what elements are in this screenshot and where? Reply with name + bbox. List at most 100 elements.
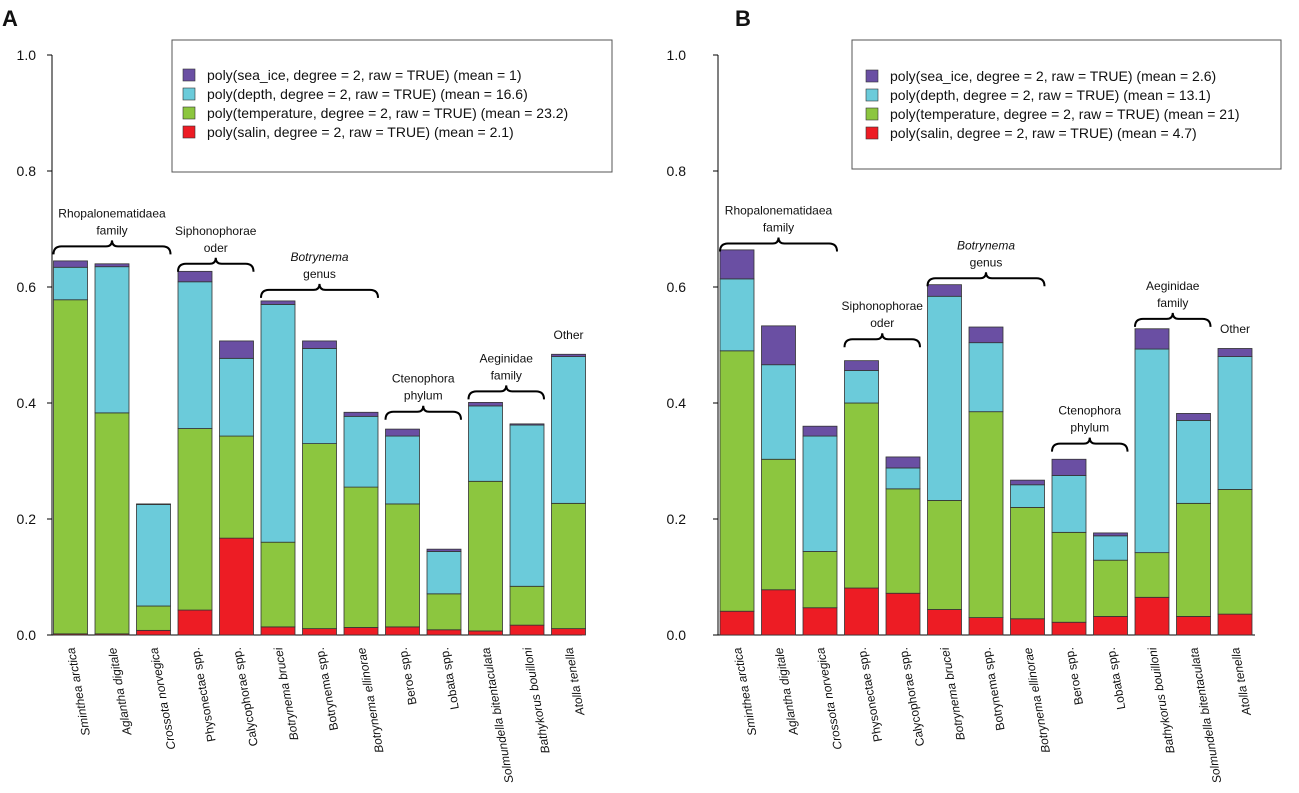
group-brace	[719, 237, 838, 252]
group-label: genus	[970, 255, 1003, 269]
legend-swatch-temperature	[865, 107, 879, 121]
bar-segment-temperature	[53, 299, 88, 635]
y-tick-label: 1.0	[667, 47, 687, 63]
category-label: Sminthea arctica	[730, 646, 759, 737]
bar-segment-depth	[968, 342, 1004, 413]
chart-panel-a: A 0.0 0.2 0.4 0.6 0.8 1.0 Sminthea arctica Aglan…	[2, 6, 613, 784]
category-label: Aglantha digitale	[105, 646, 134, 737]
group-brace	[177, 257, 255, 272]
bar-segment-depth	[802, 435, 838, 552]
bar-segment-temperature	[302, 443, 337, 630]
category-label: Solmundella bitentaculata	[479, 646, 517, 784]
bar-segment-depth	[719, 278, 755, 352]
bar-segment-sea-ice	[968, 326, 1004, 344]
group-label: Siphonophorae	[842, 299, 924, 313]
bar-segment-sea-ice	[343, 411, 379, 417]
category-label: Lobata spp.	[437, 646, 462, 710]
bar-segment-sea-ice	[844, 360, 879, 371]
bar-segment-temperature	[927, 500, 962, 610]
bar-segment-temperature	[1051, 531, 1087, 623]
group-label: oder	[204, 241, 228, 255]
bar-segment-salin	[927, 609, 962, 636]
bar-segment-temperature	[509, 585, 545, 626]
legend-swatch-depth	[865, 88, 879, 102]
bar-segment-sea-ice	[94, 263, 130, 268]
group-label: oder	[870, 316, 894, 330]
bar-segment-sea-ice	[1217, 348, 1253, 358]
legend-entry: poly(depth, degree = 2, raw = TRUE) (mea…	[207, 86, 528, 102]
bar-segment-sea-ice	[1093, 532, 1128, 537]
group-brace	[260, 283, 379, 298]
bar-segment-salin	[1051, 621, 1087, 636]
bar-segment-salin	[1093, 616, 1128, 636]
legend-entry: poly(sea_ice, degree = 2, raw = TRUE) (m…	[207, 67, 522, 83]
group-brace	[467, 385, 545, 400]
category-label: Atolla tenella	[1228, 646, 1254, 717]
group-label: family	[1157, 296, 1188, 310]
bar-segment-depth	[761, 364, 796, 460]
bar-segment-temperature	[551, 502, 586, 630]
group-label: Ctenophora	[1058, 404, 1121, 418]
group-label: phylum	[1070, 421, 1109, 435]
bar-segment-temperature	[177, 428, 213, 611]
group-label: Botrynema	[957, 238, 1015, 252]
group-label: family	[96, 223, 127, 237]
category-label: Lobata spp.	[1104, 646, 1129, 710]
bar-segment-salin	[177, 609, 213, 636]
group-label: Aeginidae	[480, 351, 534, 365]
y-tick-label: 0.4	[17, 395, 37, 411]
category-label: Beroe spp.	[1062, 646, 1086, 706]
group-label: family	[763, 221, 794, 235]
legend-entry: poly(temperature, degree = 2, raw = TRUE…	[890, 106, 1240, 122]
bar-segment-sea-ice	[53, 260, 88, 268]
bar-segment-salin	[1134, 596, 1170, 636]
bar-segment-salin	[136, 629, 171, 636]
y-tick-label: 0.4	[667, 395, 687, 411]
y-tick-label: 0.2	[667, 511, 687, 527]
bar-segment-depth	[177, 281, 213, 429]
y-tick-label: 0.2	[17, 511, 37, 527]
bar-segment-depth	[551, 356, 586, 504]
group-label: Ctenophora	[392, 372, 455, 386]
y-tick-label: 0.6	[667, 279, 687, 295]
bar-segment-sea-ice	[719, 249, 755, 280]
bar-segment-sea-ice	[885, 456, 921, 469]
legend-box	[171, 39, 613, 173]
bar-segment-temperature	[468, 480, 503, 632]
category-label: Calycophorae spp.	[896, 646, 927, 747]
bar-segment-sea-ice	[1134, 328, 1170, 350]
category-label: Crossota norvegica	[147, 646, 179, 751]
legend-swatch-sea-ice	[865, 69, 879, 83]
bar-segment-salin	[551, 628, 586, 636]
legend-entry: poly(salin, degree = 2, raw = TRUE) (mea…	[207, 124, 514, 140]
bar-segment-salin	[468, 630, 503, 636]
bar-segment-sea-ice	[260, 300, 296, 305]
bar-segment-salin	[1010, 618, 1045, 636]
bar-segment-salin	[219, 537, 254, 636]
bar-segment-salin	[426, 629, 462, 636]
category-label: Sminthea arctica	[64, 646, 93, 737]
legend-swatch-salin	[865, 126, 879, 140]
group-label: genus	[303, 267, 336, 281]
bar-segment-depth	[1217, 356, 1253, 490]
bar-segment-temperature	[1176, 502, 1211, 617]
bar-segment-salin	[844, 587, 879, 636]
bar-segment-depth	[343, 415, 379, 488]
bar-segment-salin	[802, 607, 838, 636]
bar-segment-temperature	[1093, 559, 1128, 617]
bar-segment-salin	[302, 628, 337, 636]
group-brace	[926, 272, 1046, 287]
bar-segment-salin	[719, 610, 755, 636]
category-label: Bathykorus bouilloni	[520, 646, 552, 755]
bar-segment-temperature	[260, 541, 296, 628]
group-brace	[843, 333, 921, 348]
y-tick-label: 0.0	[667, 627, 687, 643]
y-tick-label: 0.6	[17, 279, 37, 295]
bar-segment-temperature	[385, 503, 420, 628]
legend-box	[851, 39, 1282, 170]
bar-segment-sea-ice	[509, 423, 545, 426]
category-label: Aglantha digitale	[772, 646, 801, 737]
category-label: Botrynema brucei	[938, 646, 968, 741]
legend-swatch-depth	[182, 87, 196, 101]
